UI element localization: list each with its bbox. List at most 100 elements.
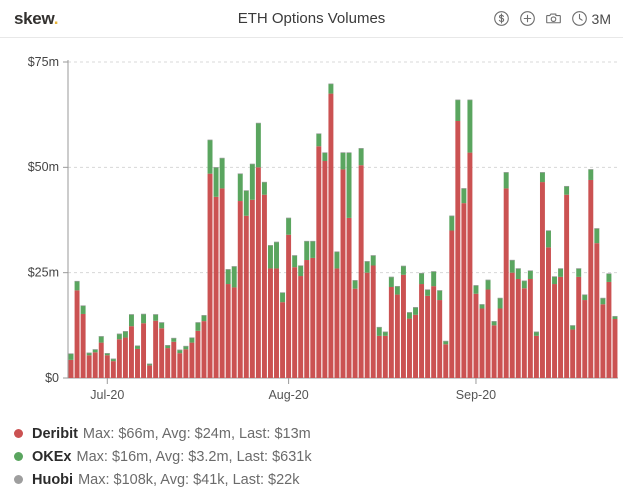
bar-segment-deribit[interactable]	[612, 319, 618, 378]
bar-segment-huobi[interactable]	[503, 172, 509, 173]
bar-stack[interactable]	[261, 181, 267, 378]
bar-stack[interactable]	[558, 268, 564, 378]
bar-segment-okex[interactable]	[328, 83, 334, 94]
bar-segment-huobi[interactable]	[600, 297, 606, 299]
bar-segment-deribit[interactable]	[558, 276, 564, 378]
bar-stack[interactable]	[497, 297, 503, 378]
bar-segment-huobi[interactable]	[122, 331, 128, 332]
bar-segment-huobi[interactable]	[110, 358, 116, 360]
bar-segment-deribit[interactable]	[527, 278, 533, 378]
bar-stack[interactable]	[358, 148, 364, 378]
bar-segment-okex[interactable]	[316, 133, 322, 147]
bar-stack[interactable]	[437, 290, 443, 378]
bar-segment-huobi[interactable]	[286, 217, 292, 219]
bar-segment-okex[interactable]	[461, 188, 467, 204]
bar-stack[interactable]	[407, 312, 412, 378]
bar-stack[interactable]	[171, 337, 177, 378]
bar-stack[interactable]	[213, 167, 219, 378]
bar-stack[interactable]	[328, 83, 334, 378]
bar-segment-huobi[interactable]	[419, 272, 425, 274]
bar-segment-deribit[interactable]	[388, 286, 394, 378]
bar-segment-huobi[interactable]	[400, 265, 406, 267]
bar-segment-huobi[interactable]	[558, 268, 564, 269]
bar-segment-huobi[interactable]	[509, 259, 515, 261]
bar-segment-deribit[interactable]	[304, 260, 310, 378]
bar-segment-okex[interactable]	[340, 152, 346, 170]
bar-segment-okex[interactable]	[600, 297, 606, 305]
bar-segment-huobi[interactable]	[485, 279, 491, 281]
bar-segment-deribit[interactable]	[539, 182, 545, 378]
chart-plot-area[interactable]: $0 $25m $50m $75m Jul-20 Aug-20 Sep-20	[0, 38, 623, 420]
bar-stack[interactable]	[292, 255, 298, 378]
bar-segment-huobi[interactable]	[104, 353, 110, 354]
bar-segment-huobi[interactable]	[92, 349, 98, 350]
bar-stack[interactable]	[600, 297, 606, 378]
bar-stack[interactable]	[431, 271, 437, 378]
bar-segment-huobi[interactable]	[292, 255, 298, 256]
bar-segment-deribit[interactable]	[346, 217, 352, 378]
bar-segment-deribit[interactable]	[98, 342, 104, 378]
bar-segment-huobi[interactable]	[255, 122, 261, 124]
bar-stack[interactable]	[533, 331, 539, 378]
bar-segment-okex[interactable]	[310, 241, 316, 258]
bar-segment-huobi[interactable]	[213, 167, 219, 168]
bar-segment-okex[interactable]	[159, 322, 165, 329]
bar-segment-huobi[interactable]	[207, 139, 213, 141]
bar-segment-okex[interactable]	[576, 268, 582, 277]
bar-segment-okex[interactable]	[473, 285, 479, 294]
bar-segment-deribit[interactable]	[165, 348, 171, 378]
bar-segment-okex[interactable]	[207, 139, 213, 174]
bar-segment-deribit[interactable]	[485, 289, 491, 378]
bar-segment-deribit[interactable]	[570, 329, 576, 378]
bar-stack[interactable]	[527, 270, 533, 378]
bar-segment-deribit[interactable]	[600, 304, 606, 378]
bar-segment-huobi[interactable]	[431, 271, 437, 272]
bar-stack[interactable]	[455, 99, 461, 379]
bar-segment-deribit[interactable]	[280, 302, 286, 378]
bar-segment-huobi[interactable]	[479, 304, 485, 305]
bar-segment-okex[interactable]	[437, 290, 443, 301]
bar-segment-okex[interactable]	[141, 313, 147, 324]
bar-segment-okex[interactable]	[491, 321, 497, 326]
bar-stack[interactable]	[467, 99, 473, 378]
bar-segment-okex[interactable]	[509, 260, 515, 273]
bar-segment-deribit[interactable]	[104, 355, 110, 378]
bar-segment-huobi[interactable]	[467, 99, 473, 101]
bar-segment-deribit[interactable]	[261, 194, 267, 378]
bar-stack[interactable]	[413, 307, 418, 378]
bar-segment-okex[interactable]	[564, 186, 570, 195]
bar-segment-huobi[interactable]	[243, 190, 249, 191]
bar-segment-deribit[interactable]	[491, 325, 497, 378]
bar-segment-huobi[interactable]	[116, 333, 122, 335]
bar-segment-deribit[interactable]	[473, 293, 479, 378]
bar-segment-deribit[interactable]	[352, 288, 358, 378]
bar-segment-deribit[interactable]	[328, 93, 334, 378]
bar-stack[interactable]	[304, 240, 310, 378]
bar-segment-deribit[interactable]	[364, 272, 370, 378]
bar-stack[interactable]	[189, 337, 195, 378]
bar-segment-deribit[interactable]	[171, 341, 177, 378]
bar-stack[interactable]	[370, 255, 376, 378]
bar-segment-deribit[interactable]	[521, 288, 527, 378]
bar-segment-okex[interactable]	[225, 269, 231, 285]
bar-segment-okex[interactable]	[533, 331, 539, 336]
bar-segment-okex[interactable]	[400, 265, 406, 275]
bar-stack[interactable]	[141, 313, 147, 378]
bar-segment-huobi[interactable]	[352, 280, 358, 281]
legend-item-okex[interactable]: OKEx Max: $16m, Avg: $3.2m, Last: $631k	[14, 445, 623, 468]
bar-segment-okex[interactable]	[80, 305, 86, 314]
bar-segment-deribit[interactable]	[225, 284, 231, 378]
bar-segment-huobi[interactable]	[358, 148, 364, 149]
bar-segment-okex[interactable]	[419, 273, 425, 285]
bar-segment-okex[interactable]	[237, 173, 243, 202]
bar-segment-huobi[interactable]	[533, 331, 539, 333]
bar-segment-huobi[interactable]	[527, 270, 533, 272]
bar-segment-deribit[interactable]	[407, 318, 412, 378]
bar-segment-deribit[interactable]	[461, 203, 467, 378]
bar-stack[interactable]	[382, 331, 388, 378]
bar-segment-deribit[interactable]	[274, 268, 279, 378]
bar-segment-okex[interactable]	[116, 333, 122, 340]
bar-segment-deribit[interactable]	[334, 268, 340, 378]
bar-segment-deribit[interactable]	[153, 320, 159, 378]
bar-segment-okex[interactable]	[189, 337, 195, 343]
